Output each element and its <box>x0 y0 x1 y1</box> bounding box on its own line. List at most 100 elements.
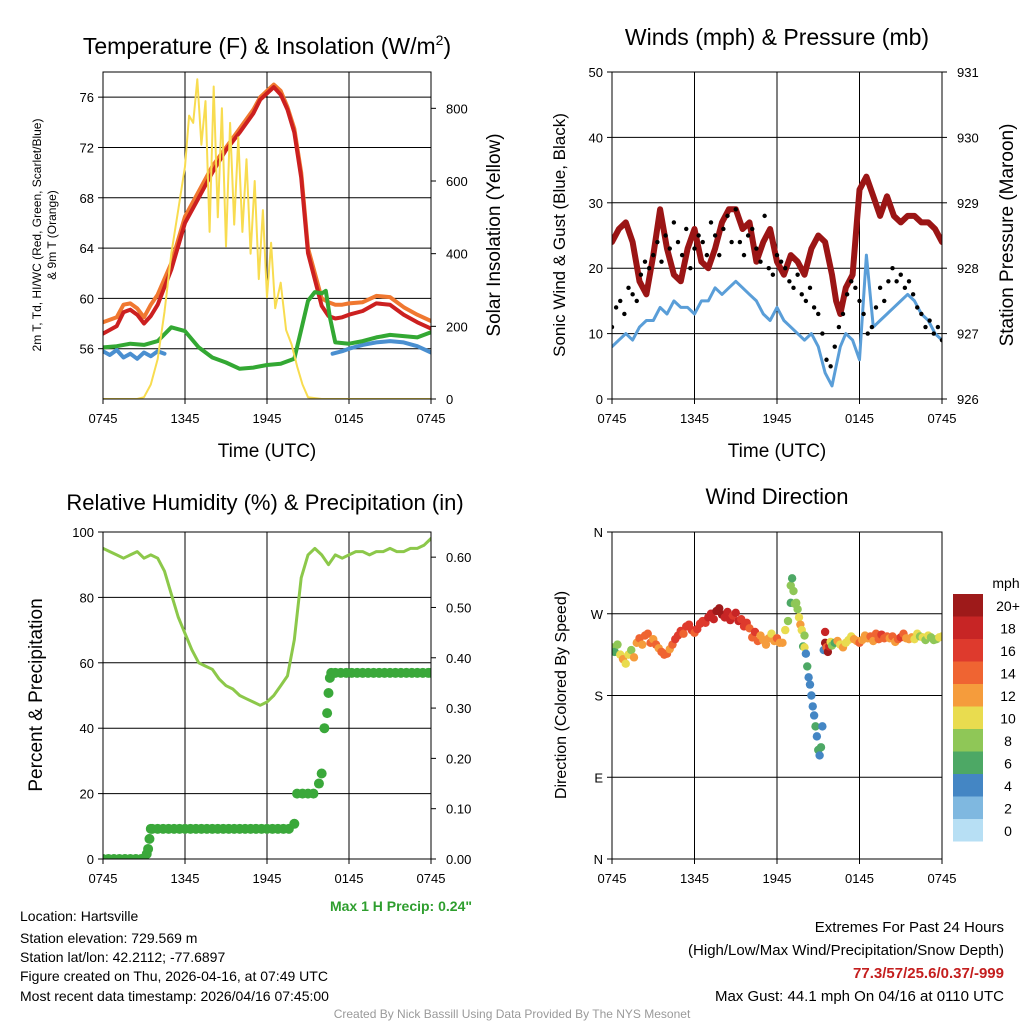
winds-gust-point <box>832 344 837 349</box>
temperature-y2-axis-label: Solar Insolation (Yellow) <box>484 133 505 336</box>
direction-point <box>781 625 790 635</box>
winds-gust-point <box>741 252 747 258</box>
direction-point <box>801 649 811 658</box>
winds-gust-point <box>849 279 854 284</box>
winds-y2-tick-label: 929 <box>957 196 979 211</box>
speed-legend-swatch <box>953 684 983 707</box>
humidity-y2-tick-label: 0.00 <box>446 852 471 867</box>
speed-legend-label: 18 <box>1000 621 1016 637</box>
humidity-precipitation-point <box>289 818 300 829</box>
winds-gust-point <box>791 285 796 291</box>
direction-y-tick-label: N <box>594 525 603 540</box>
humidity-y-tick-label: 80 <box>80 590 94 605</box>
direction-point <box>793 605 802 614</box>
winds-gust-point <box>737 239 743 245</box>
winds-gust-point <box>766 266 771 271</box>
humidity-y-tick-label: 0 <box>87 852 94 867</box>
winds-gust-point <box>651 252 656 258</box>
speed-legend-swatch <box>953 594 983 617</box>
speed-legend-swatch <box>953 661 983 684</box>
humidity-precipitation-point <box>426 667 431 678</box>
winds-gust-point <box>861 311 866 317</box>
temperature-y-axis-label-line2: & 9m T (Orange) <box>45 190 59 280</box>
direction-point <box>778 638 787 648</box>
winds-gust-point <box>927 318 932 323</box>
humidity-y-axis-label: Percent & Precipitation <box>26 598 47 791</box>
speed-legend-title: mph <box>992 575 1019 591</box>
temperature-y-tick-label: 56 <box>80 342 94 357</box>
direction-panel: N E S W N 0745 1345 1945 0145 0745 Wind Direction D… <box>553 484 956 886</box>
winds-gust-point <box>762 213 767 219</box>
temperature-y-tick-label: 64 <box>80 241 94 256</box>
speed-legend-swatch <box>953 819 983 842</box>
direction-point <box>800 643 809 652</box>
winds-gust-point <box>939 337 942 343</box>
direction-x-tick-label: 1945 <box>763 871 792 886</box>
direction-plot-area <box>612 574 942 760</box>
direction-point <box>679 629 688 638</box>
direction-x-tick-label: 0145 <box>845 871 874 886</box>
station-latlon: Station lat/lon: 42.2112; -77.6897 <box>20 949 226 965</box>
winds-gust-point <box>820 331 825 336</box>
direction-point <box>804 673 813 682</box>
direction-x-tick-label: 0745 <box>598 871 627 886</box>
winds-gust-point <box>729 239 734 245</box>
speed-legend-label: 4 <box>1004 778 1012 794</box>
direction-point <box>812 732 822 741</box>
temperature-x-axis-label: Time (UTC) <box>218 441 317 462</box>
temperature-plot-area <box>103 78 431 399</box>
direction-y-axis-label: Direction (Colored By Speed) <box>553 591 570 799</box>
temperature-x-tick-label: 0745 <box>89 411 118 426</box>
winds-gust-point <box>688 266 693 271</box>
humidity-panel: 0 20 40 60 80 100 0.00 0.10 0.20 0.30 0.40 0.50 0.60… <box>26 490 472 914</box>
winds-x-tick-label: 0745 <box>928 411 957 426</box>
temperature-title: Temperature (F) & Insolation (W/m2) <box>83 32 451 59</box>
winds-gust-point <box>807 285 813 291</box>
winds-gust-point <box>692 246 697 251</box>
winds-gust-point <box>630 292 635 297</box>
winds-y2-tick-label: 928 <box>957 261 979 276</box>
direction-point <box>807 691 816 700</box>
winds-sonic-wind-line <box>612 253 942 388</box>
winds-gust-point <box>857 298 862 304</box>
direction-point <box>794 613 804 622</box>
winds-gust-point <box>906 279 912 284</box>
direction-point <box>937 632 942 641</box>
winds-gust-point <box>700 239 705 245</box>
winds-gust-point <box>758 259 763 264</box>
temperature-y-tick-label: 60 <box>80 291 94 306</box>
humidity-plot-area <box>103 537 431 859</box>
temperature-x-tick-label: 1945 <box>253 411 282 426</box>
winds-gust-point <box>770 272 776 277</box>
winds-gust-point <box>679 252 685 258</box>
winds-gust-point <box>646 266 652 271</box>
temperature-x-tick-label: 1345 <box>171 411 200 426</box>
winds-y-tick-label: 10 <box>589 327 603 342</box>
winds-gust-point <box>803 298 809 304</box>
direction-y-tick-label: N <box>594 852 603 867</box>
direction-point <box>715 604 724 613</box>
winds-gust-point <box>836 324 842 330</box>
direction-point <box>811 722 820 731</box>
speed-legend-swatch <box>953 639 983 662</box>
temperature-solar-insolation-line <box>103 78 431 399</box>
humidity-y2-tick-label: 0.50 <box>446 600 471 615</box>
winds-gust-point <box>626 285 631 291</box>
direction-point <box>816 743 826 752</box>
humidity-y2-tick-label: 0.40 <box>446 651 471 666</box>
winds-gust-point <box>634 298 639 304</box>
speed-legend-label: 14 <box>1000 666 1016 682</box>
winds-gust-point <box>844 292 850 297</box>
winds-y2-tick-label: 926 <box>957 392 979 407</box>
winds-y-axis-label: Sonic Wind & Gust (Blue, Black) <box>550 113 569 357</box>
winds-gust-point <box>663 233 668 238</box>
humidity-title: Relative Humidity (%) & Precipitation (i… <box>66 490 463 515</box>
humidity-x-tick-label: 1945 <box>253 871 282 886</box>
winds-gust-point <box>659 259 664 264</box>
temperature-y2-tick-label: 0 <box>446 392 453 407</box>
direction-title: Wind Direction <box>705 484 848 509</box>
direction-point <box>709 615 718 624</box>
winds-gust-point <box>919 311 924 317</box>
winds-gust-point <box>783 266 788 271</box>
